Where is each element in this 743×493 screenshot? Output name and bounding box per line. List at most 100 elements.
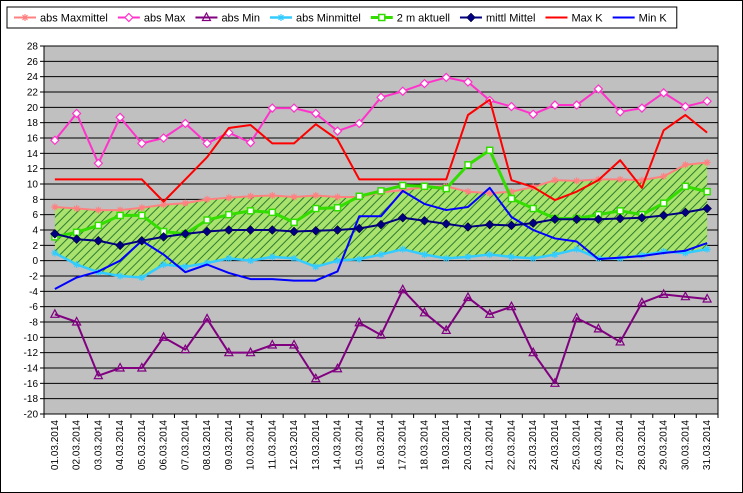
x-tick-label: 24.03.2014 bbox=[550, 420, 561, 470]
data-point-abs-minmittel bbox=[355, 255, 363, 263]
data-point-abs-minmittel bbox=[507, 253, 515, 261]
data-point-abs-maxmittel bbox=[703, 159, 711, 167]
series-mittl-mittel bbox=[50, 203, 712, 251]
data-point-abs-minmittel bbox=[51, 249, 59, 257]
data-point-abs-minmittel bbox=[442, 254, 450, 262]
legend-item: mittl Mittel bbox=[459, 13, 535, 25]
data-point-mittl-mittel bbox=[180, 228, 191, 239]
data-point-abs-max bbox=[310, 108, 321, 119]
data-point-mittl-mittel bbox=[158, 232, 169, 242]
data-point-abs-max bbox=[550, 100, 560, 110]
data-point-abs-maxmittel bbox=[203, 195, 211, 203]
series-line-abs-min bbox=[54, 288, 708, 385]
data-point-abs-min bbox=[680, 290, 691, 301]
data-point-abs-maxmittel bbox=[138, 204, 146, 212]
data-point-abs-min bbox=[180, 343, 191, 354]
x-tick-label: 21.03.2014 bbox=[485, 420, 496, 470]
data-point-abs-max bbox=[376, 92, 386, 103]
y-tick-label: -20 bbox=[24, 410, 39, 421]
y-tick-label: 22 bbox=[27, 88, 39, 99]
data-point-abs-maxmittel bbox=[51, 203, 59, 211]
data-point-abs-max bbox=[463, 77, 473, 87]
data-point-2-m-aktuell bbox=[138, 211, 146, 220]
x-tick-label: 25.03.2014 bbox=[572, 420, 583, 470]
legend-label: abs Min bbox=[221, 13, 260, 25]
data-point-2-m-aktuell bbox=[225, 210, 233, 219]
data-point-abs-minmittel bbox=[529, 254, 537, 262]
data-point-mittl-mittel bbox=[310, 225, 321, 236]
data-point-abs-maxmittel bbox=[312, 192, 320, 199]
data-point-abs-maxmittel bbox=[334, 193, 342, 201]
data-point-2-m-aktuell bbox=[94, 221, 103, 230]
data-point-2-m-aktuell bbox=[681, 182, 690, 191]
x-tick-label: 03.03.2014 bbox=[93, 420, 104, 470]
data-point-abs-min bbox=[115, 362, 126, 372]
series-min-k bbox=[54, 186, 708, 290]
data-point-abs-minmittel bbox=[160, 261, 168, 268]
data-point-abs-min bbox=[571, 312, 582, 322]
y-axis: -20-18-16-14-12-10-8-6-4-202468101214161… bbox=[24, 42, 44, 421]
data-point-abs-minmittel bbox=[399, 245, 407, 253]
x-tick-label: 15.03.2014 bbox=[354, 420, 365, 470]
data-point-abs-min bbox=[376, 329, 386, 339]
data-point-2-m-aktuell bbox=[398, 181, 407, 190]
data-point-mittl-mittel bbox=[289, 226, 299, 237]
data-point-mittl-mittel bbox=[441, 219, 452, 229]
data-point-2-m-aktuell bbox=[268, 208, 277, 217]
y-tick-label: -4 bbox=[29, 287, 38, 298]
data-point-mittl-mittel bbox=[593, 214, 604, 225]
y-tick-label: -2 bbox=[29, 272, 38, 283]
data-point-abs-minmittel bbox=[203, 259, 211, 267]
data-point-2-m-aktuell bbox=[377, 187, 385, 195]
data-point-abs-minmittel bbox=[681, 249, 689, 257]
data-point-abs-max bbox=[571, 100, 582, 110]
x-tick-label: 11.03.2014 bbox=[267, 420, 278, 470]
data-point-abs-max bbox=[441, 72, 452, 83]
data-point-2-m-aktuell bbox=[420, 182, 429, 191]
y-tick-label: 8 bbox=[32, 195, 38, 206]
x-tick-label: 29.03.2014 bbox=[659, 420, 670, 470]
data-point-2-m-aktuell bbox=[203, 216, 211, 224]
data-point-2-m-aktuell bbox=[485, 146, 494, 155]
data-point-2-m-aktuell bbox=[507, 194, 516, 203]
data-point-abs-minmittel bbox=[225, 254, 233, 262]
data-point-abs-max bbox=[593, 84, 604, 94]
data-point-abs-minmittel bbox=[660, 247, 668, 255]
legend-marker bbox=[201, 11, 212, 22]
data-point-abs-max bbox=[658, 87, 669, 98]
data-point-2-m-aktuell bbox=[464, 161, 472, 169]
legend-marker bbox=[21, 14, 29, 21]
y-tick-label: -6 bbox=[29, 302, 38, 313]
data-point-mittl-mittel bbox=[550, 214, 560, 225]
data-point-abs-max bbox=[50, 135, 60, 146]
x-tick-label: 01.03.2014 bbox=[50, 420, 61, 470]
legend-item: Max K bbox=[545, 13, 603, 25]
legend-label: abs Minmittel bbox=[296, 13, 361, 25]
data-point-abs-min bbox=[158, 331, 169, 341]
data-point-abs-minmittel bbox=[573, 245, 581, 253]
legend-marker bbox=[277, 14, 285, 21]
data-point-abs-maxmittel bbox=[73, 205, 81, 213]
x-tick-label: 26.03.2014 bbox=[593, 420, 604, 470]
series-layer bbox=[49, 72, 713, 387]
y-tick-label: 28 bbox=[27, 42, 39, 53]
x-axis: 01.03.2014 02.03.2014 03.03.2014 04.03.2014… bbox=[43, 414, 719, 470]
x-tick-label: 12.03.2014 bbox=[289, 420, 300, 470]
data-point-abs-min bbox=[93, 369, 104, 380]
data-point-abs-minmittel bbox=[334, 257, 342, 265]
data-point-abs-maxmittel bbox=[268, 192, 276, 199]
legend-label: abs Maxmittel bbox=[40, 13, 108, 25]
data-point-mittl-mittel bbox=[397, 212, 408, 223]
data-point-2-m-aktuell bbox=[355, 192, 364, 201]
y-tick-label: 26 bbox=[27, 57, 39, 68]
data-point-abs-max bbox=[680, 101, 691, 112]
legend-item: abs Minmittel bbox=[269, 13, 361, 25]
series-line-min-k bbox=[54, 186, 708, 290]
data-point-abs-maxmittel bbox=[486, 189, 494, 197]
data-point-abs-minmittel bbox=[116, 272, 124, 280]
data-point-abs-max bbox=[180, 118, 191, 129]
data-point-abs-minmittel bbox=[464, 253, 472, 261]
data-point-abs-minmittel bbox=[181, 263, 189, 271]
data-point-abs-maxmittel bbox=[116, 206, 124, 214]
data-point-mittl-mittel bbox=[702, 203, 712, 214]
